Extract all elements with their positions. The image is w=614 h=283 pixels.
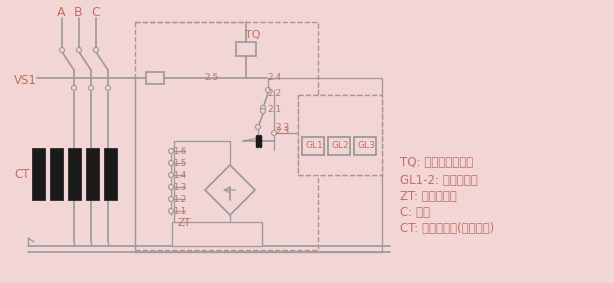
Text: TQ: 过流脱扣电磁铁: TQ: 过流脱扣电磁铁 <box>400 155 473 168</box>
Text: 2.1: 2.1 <box>267 104 281 113</box>
Text: ZT: 中间变压器: ZT: 中间变压器 <box>400 190 457 203</box>
Circle shape <box>168 160 174 166</box>
Bar <box>298 95 382 175</box>
Circle shape <box>168 185 174 190</box>
Bar <box>50 148 63 200</box>
Text: 1.2: 1.2 <box>173 194 186 203</box>
Circle shape <box>88 85 93 91</box>
Text: B: B <box>74 7 83 20</box>
Text: GL1: GL1 <box>305 142 323 151</box>
Bar <box>172 222 262 246</box>
Text: 1.4: 1.4 <box>173 170 186 179</box>
Bar <box>302 137 324 155</box>
Bar <box>354 137 376 155</box>
Circle shape <box>260 106 265 110</box>
Bar <box>328 137 350 155</box>
Circle shape <box>60 48 64 53</box>
Text: CT: 电流互感器(一次元件): CT: 电流互感器(一次元件) <box>400 222 494 235</box>
Bar <box>68 148 81 200</box>
Circle shape <box>168 149 174 153</box>
Circle shape <box>168 196 174 201</box>
Text: C: C <box>91 7 99 20</box>
Circle shape <box>255 125 260 130</box>
Bar <box>32 148 45 200</box>
Circle shape <box>260 108 265 113</box>
Text: GL2: GL2 <box>331 142 349 151</box>
Circle shape <box>168 209 174 213</box>
Bar <box>236 42 256 56</box>
Circle shape <box>93 48 98 53</box>
Text: ZT: ZT <box>178 218 192 228</box>
Bar <box>298 95 382 175</box>
Circle shape <box>271 130 276 136</box>
Bar <box>135 22 318 250</box>
Text: 1.1: 1.1 <box>173 207 186 215</box>
Circle shape <box>168 173 174 177</box>
Bar <box>146 72 164 84</box>
Text: 2.2: 2.2 <box>267 89 281 98</box>
Text: C: 电容: C: 电容 <box>400 205 430 218</box>
Text: GL3: GL3 <box>357 142 375 151</box>
Circle shape <box>106 85 111 91</box>
Circle shape <box>71 85 77 91</box>
Text: 1.3: 1.3 <box>173 183 186 192</box>
Circle shape <box>265 87 271 93</box>
Text: 2.4: 2.4 <box>267 72 281 82</box>
Text: 2.3: 2.3 <box>275 123 289 132</box>
Text: CT: CT <box>14 168 29 181</box>
Text: VS1: VS1 <box>14 74 37 87</box>
Text: TQ: TQ <box>245 30 260 40</box>
Text: 2.5: 2.5 <box>204 72 218 82</box>
Bar <box>104 148 117 200</box>
Text: 1.6: 1.6 <box>173 147 186 155</box>
Bar <box>86 148 99 200</box>
Text: GL1-2: 过流继电器: GL1-2: 过流继电器 <box>400 173 478 186</box>
Circle shape <box>77 48 82 53</box>
Text: 1.5: 1.5 <box>173 158 186 168</box>
Text: A: A <box>57 7 66 20</box>
Text: 2.3: 2.3 <box>275 127 289 136</box>
